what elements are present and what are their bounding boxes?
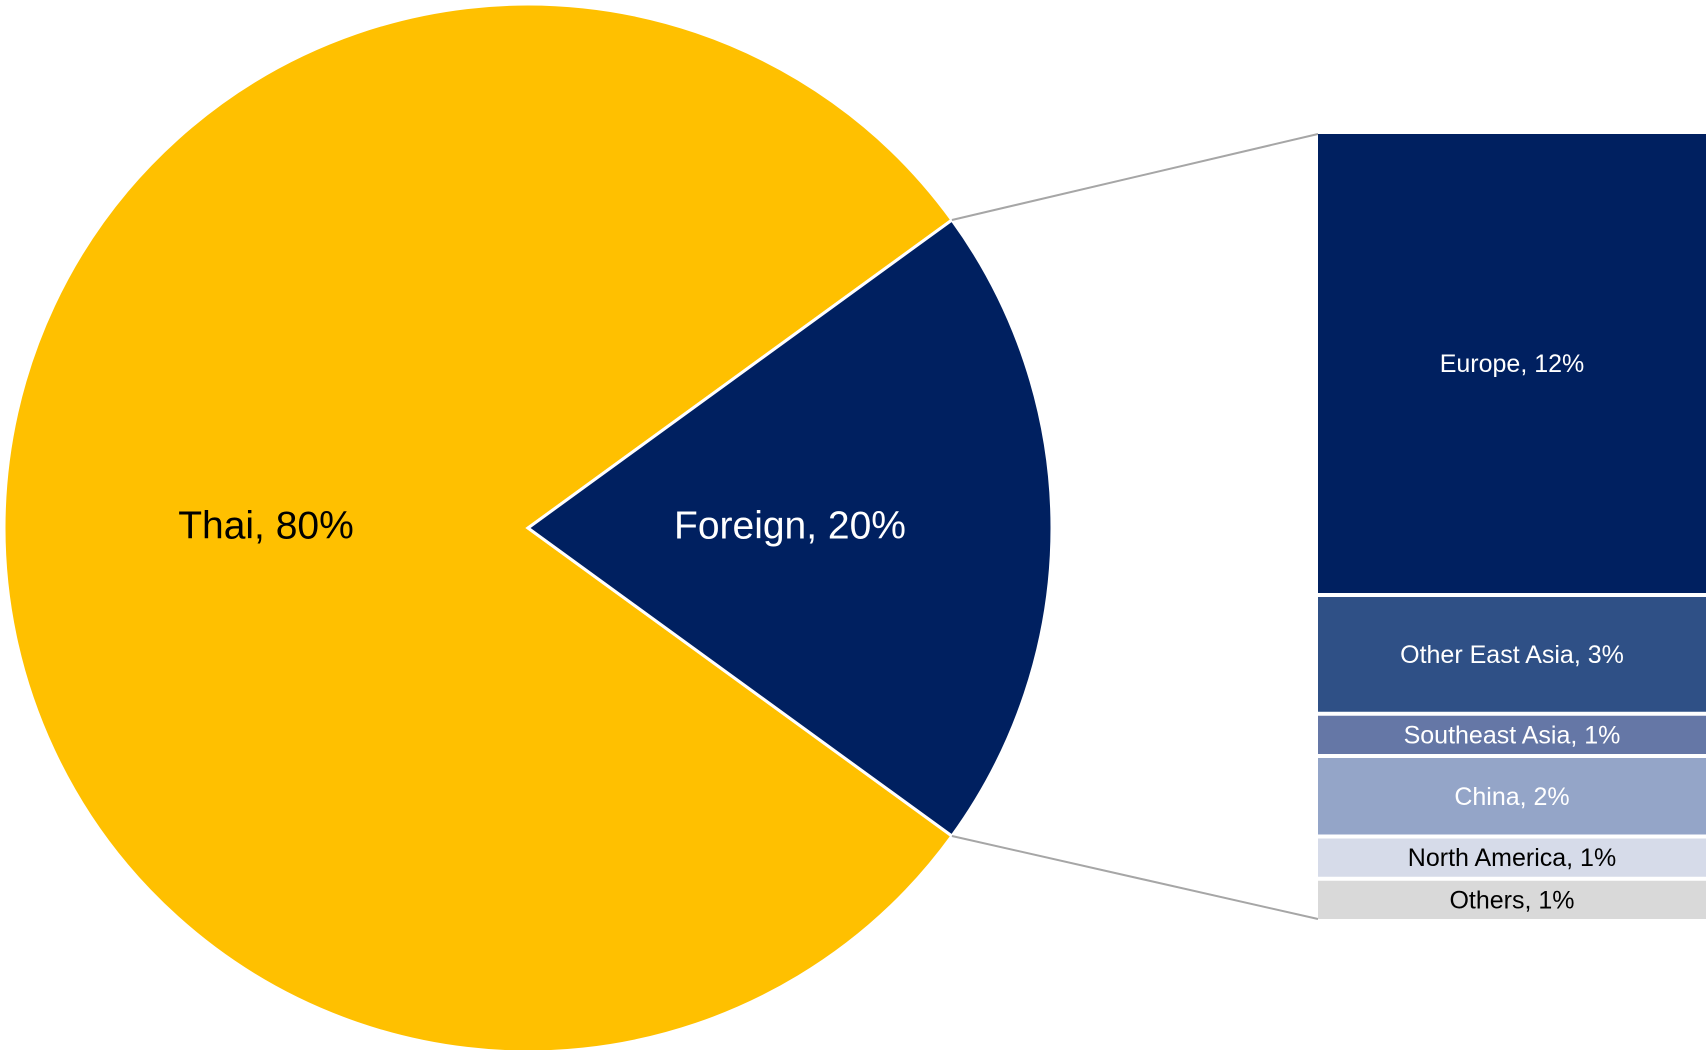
bar-segment <box>1318 134 1706 593</box>
slice-label: Thai, 80% <box>178 504 354 547</box>
bar-segment <box>1318 758 1706 835</box>
connector-line <box>951 835 1319 920</box>
slice-label: Foreign, 20% <box>674 504 906 547</box>
segment-label: Europe, 12% <box>1440 350 1585 378</box>
segment-label: Others, 1% <box>1449 886 1574 914</box>
segment-label: China, 2% <box>1454 783 1569 811</box>
pie-slice <box>2 2 955 1050</box>
segment-label: Other East Asia, 3% <box>1400 641 1624 669</box>
bar-segment <box>1318 880 1706 919</box>
connector-line <box>951 133 1319 221</box>
bar-segment <box>1318 715 1706 754</box>
pie-slice <box>525 217 1054 839</box>
bar-segment <box>1318 597 1706 712</box>
segment-label: Southeast Asia, 1% <box>1404 721 1621 749</box>
bar-segment <box>1318 838 1706 877</box>
segment-label: North America, 1% <box>1408 844 1616 872</box>
